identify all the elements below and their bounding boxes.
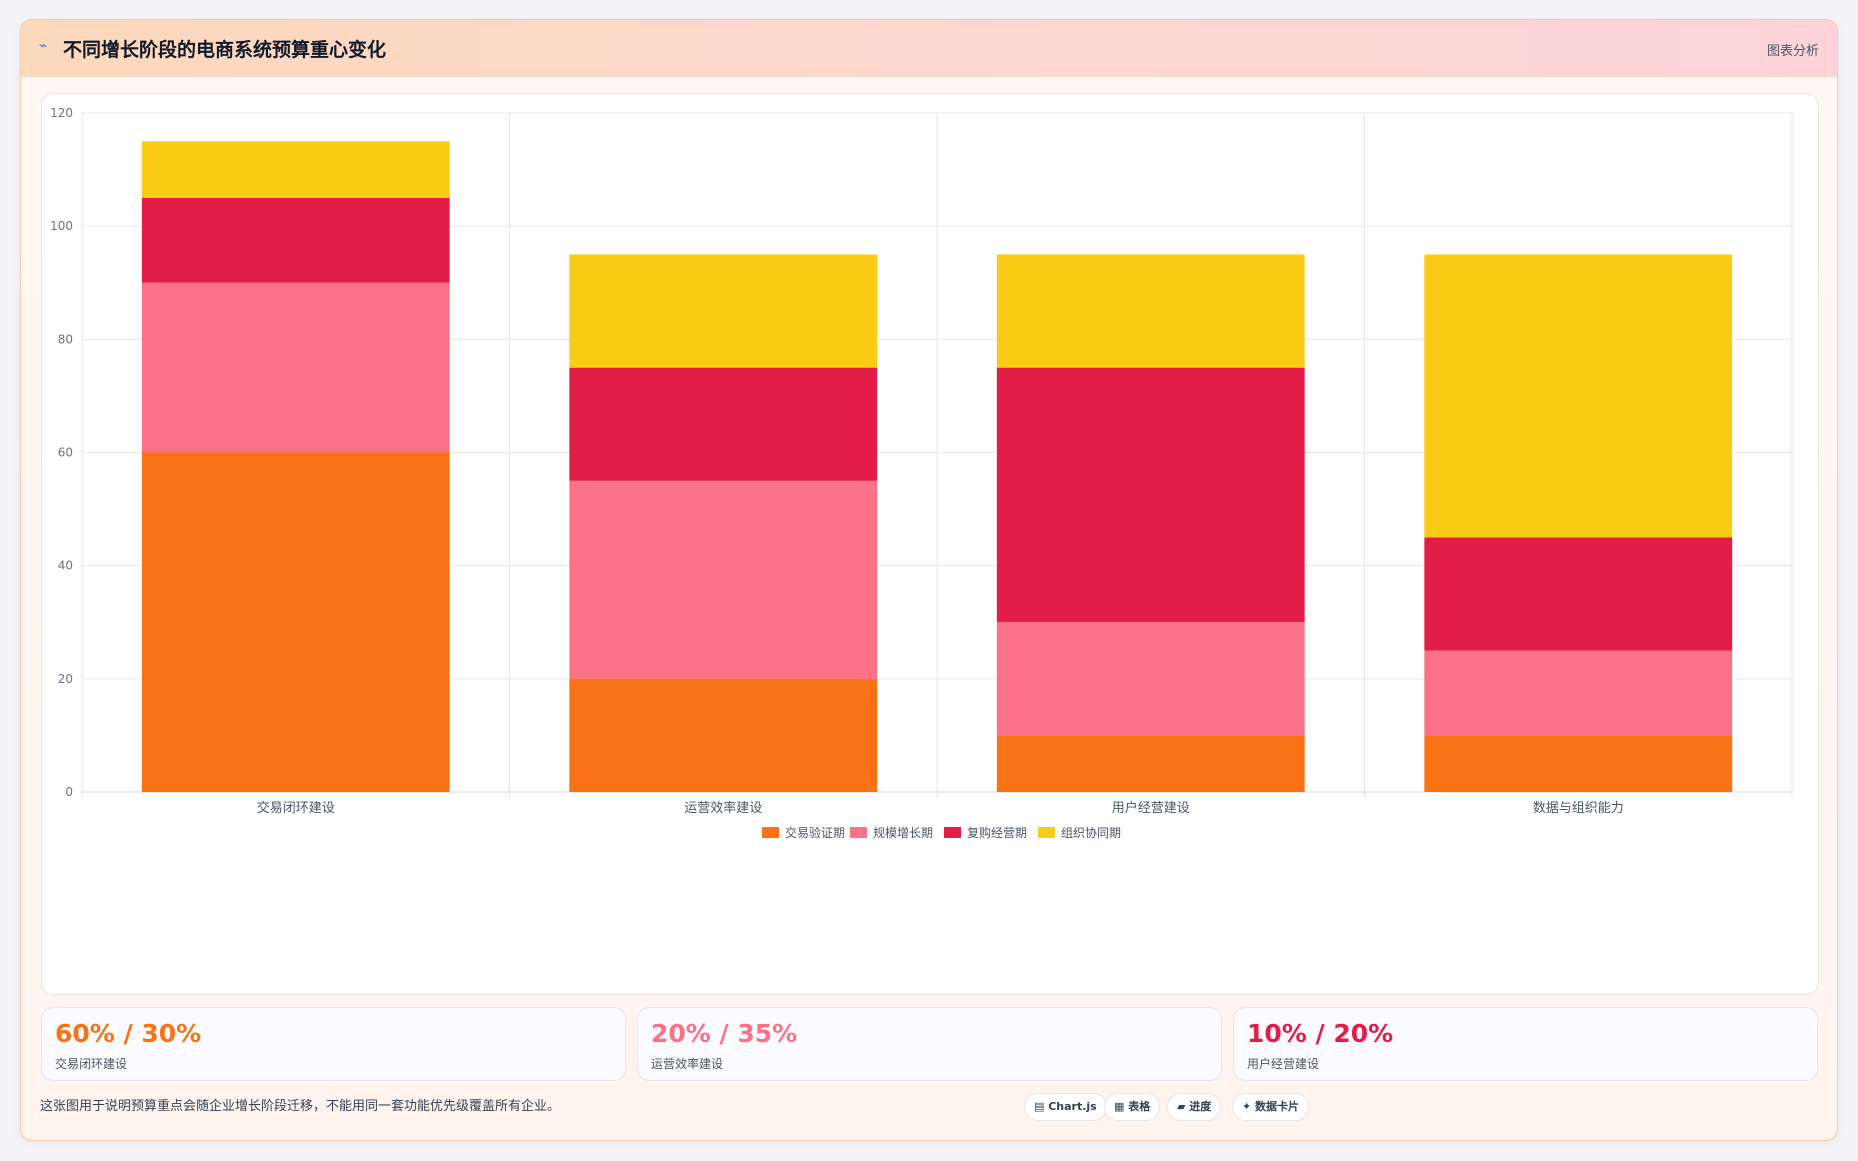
x-tick-label: 交易闭环建设: [257, 800, 335, 816]
page-title: 不同增长阶段的电商系统预算重心变化: [63, 39, 387, 61]
x-tick-label: 用户经营建设: [1112, 800, 1190, 816]
stat-value: 60% / 30%: [55, 1019, 202, 1048]
bar-segment: [141, 282, 450, 453]
bar-segment: [996, 254, 1305, 368]
stat-value: 10% / 20%: [1247, 1019, 1394, 1048]
chart-panel: 0 20 40 60 80 100 120 交易闭环建设 运营效率建设 用户经营建设 数据与组织能力…: [41, 93, 1819, 995]
bar-segment: [569, 678, 878, 792]
footer-note: 这张图用于说明预算重点会随企业增长阶段迁移，不能用同一套功能优先级覆盖所有企业。: [40, 1099, 561, 1114]
stat-label: 用户经营建设: [1247, 1057, 1320, 1071]
y-tick-label: 80: [58, 332, 73, 346]
legend-label: 交易验证期: [785, 825, 845, 840]
stat-card-3: 10% / 20% 用户经营建设: [1233, 1007, 1818, 1081]
legend-label: 组织协同期: [1061, 825, 1121, 840]
bar-segment: [1424, 735, 1733, 792]
chip-table[interactable]: ▦ 表格: [1104, 1093, 1161, 1121]
stat-card-1: 60% / 30% 交易闭环建设: [41, 1007, 626, 1081]
bar-segment: [996, 622, 1305, 736]
stat-card-2: 20% / 35% 运营效率建设: [637, 1007, 1222, 1081]
y-tick-label: 20: [58, 672, 73, 686]
chip-data-card[interactable]: ✦ 数据卡片: [1232, 1093, 1310, 1121]
chart-icon: ⌁: [39, 38, 48, 54]
chart-analysis-badge[interactable]: 图表分析: [1766, 44, 1819, 59]
legend-swatch: [762, 827, 779, 838]
card-header: ⌁ 不同增长阶段的电商系统预算重心变化 图表分析: [21, 20, 1837, 77]
bar-segment: [569, 367, 878, 481]
legend-swatch: [944, 827, 961, 838]
bar-segment: [569, 480, 878, 679]
bar-segment: [1424, 254, 1733, 538]
stat-label: 交易闭环建设: [55, 1057, 128, 1071]
bar-segment: [996, 367, 1305, 623]
chip-progress[interactable]: ▰ 进度: [1167, 1093, 1222, 1121]
y-tick-label: 60: [58, 446, 73, 460]
y-tick-label: 100: [50, 219, 73, 233]
stacked-bar-chart: 0 20 40 60 80 100 120 交易闭环建设 运营效率建设 用户经营建设 数据与组织能力…: [50, 106, 1793, 840]
stat-label: 运营效率建设: [651, 1057, 724, 1071]
bar-segment: [1424, 537, 1733, 651]
bar-segment: [569, 254, 878, 368]
bar-segment: [1424, 650, 1733, 736]
legend-swatch: [1038, 827, 1055, 838]
x-tick-label: 数据与组织能力: [1533, 801, 1624, 816]
chip-chartjs[interactable]: ▤ Chart.js: [1024, 1093, 1107, 1121]
bar-segment: [996, 735, 1305, 792]
x-tick-label: 运营效率建设: [684, 800, 762, 816]
bar-segment: [141, 141, 450, 198]
legend-label: 规模增长期: [873, 825, 933, 840]
stat-cards: 60% / 30% 交易闭环建设 20% / 35% 运营效率建设 10% / …: [41, 1007, 1818, 1081]
y-tick-label: 0: [65, 785, 73, 799]
legend-label: 复购经营期: [967, 825, 1027, 840]
chart-card: ⌁ 不同增长阶段的电商系统预算重心变化 图表分析 0 20 40 60 80 100 120…: [20, 19, 1838, 1141]
y-tick-label: 40: [58, 559, 73, 573]
bar-segment: [141, 197, 450, 283]
y-tick-label: 120: [50, 106, 73, 120]
legend-swatch: [850, 827, 867, 838]
bar-segment: [141, 452, 450, 792]
stat-value: 20% / 35%: [651, 1019, 798, 1048]
